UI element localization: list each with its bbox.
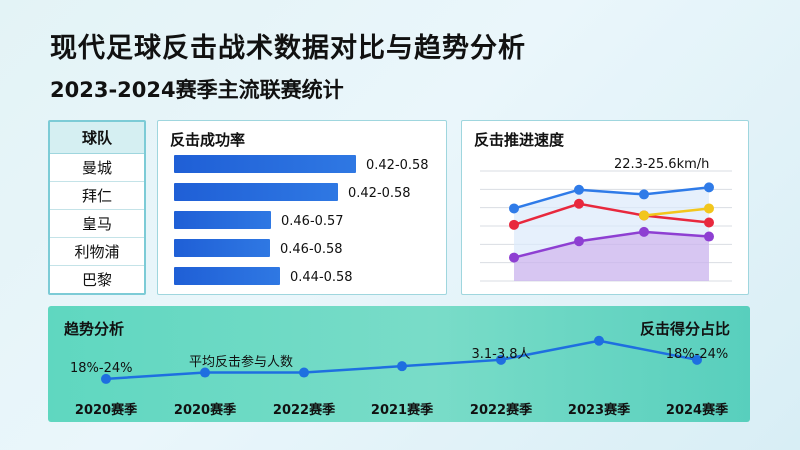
success-bar xyxy=(174,211,271,229)
trend-point xyxy=(594,335,604,346)
speed-series-line xyxy=(513,230,710,259)
trend-point xyxy=(397,361,407,372)
speed-band xyxy=(514,187,709,258)
trend-title: 趋势分析 xyxy=(64,320,125,338)
trend-panel: 趋势分析 反击得分占比 2020赛季 2020赛季 2022赛季 2021赛季 2022… xyxy=(48,306,750,422)
success-bar-label: 0.46-0.57 xyxy=(281,214,344,229)
trend-point xyxy=(200,367,210,378)
speed-area xyxy=(514,231,709,281)
trend-x-label: 2020赛季 xyxy=(75,402,137,418)
success-rate-title: 反击成功率 xyxy=(170,131,246,149)
speed-point xyxy=(509,252,519,263)
trend-right-title: 反击得分占比 xyxy=(639,320,730,338)
speed-point xyxy=(704,203,714,214)
trend-x-label: 2020赛季 xyxy=(174,402,236,418)
team-row: 拜仁 xyxy=(50,182,144,210)
success-rate-panel: 反击成功率 0.42-0.58 0.42-0.58 0.46-0.57 0.46-0.… xyxy=(157,120,447,295)
speed-point xyxy=(704,231,714,242)
team-table-header: 球队 xyxy=(50,122,144,154)
success-bar-label: 0.42-0.58 xyxy=(366,158,429,173)
success-bar xyxy=(174,267,280,285)
trend-x-label: 2022赛季 xyxy=(470,402,532,418)
speed-point xyxy=(509,203,519,214)
trend-x-label: 2024赛季 xyxy=(666,402,728,418)
success-bar xyxy=(174,239,270,257)
trend-point xyxy=(101,373,111,384)
speed-point xyxy=(639,210,649,221)
speed-point xyxy=(639,189,649,200)
speed-title: 反击推进速度 xyxy=(474,131,565,149)
trend-x-label: 2021赛季 xyxy=(371,402,433,418)
trend-annotation: 平均反击参与人数 xyxy=(189,354,293,370)
speed-point xyxy=(704,217,714,228)
speed-series-line xyxy=(643,207,710,217)
speed-point xyxy=(509,219,519,230)
trend-x-label: 2022赛季 xyxy=(273,402,335,418)
success-bar xyxy=(174,183,338,201)
speed-point xyxy=(574,198,584,209)
speed-chart: 22.3-25.6km/h xyxy=(480,157,732,282)
trend-chart: 2020赛季 2020赛季 2022赛季 2021赛季 2022赛季 2023赛季 2024… xyxy=(70,335,728,418)
team-row: 曼城 xyxy=(50,154,144,182)
speed-point xyxy=(574,236,584,247)
success-rate-chart: 0.42-0.58 0.42-0.58 0.46-0.57 0.46-0.58 0.44… xyxy=(174,155,429,285)
speed-annotation: 22.3-25.6km/h xyxy=(614,157,709,172)
speed-series-line xyxy=(513,202,710,227)
trend-annotation: 18%-24% xyxy=(666,347,728,362)
page-title: 现代足球反击战术数据对比与趋势分析 xyxy=(50,33,526,64)
team-row: 皇马 xyxy=(50,210,144,238)
trend-point xyxy=(692,354,702,365)
page-subtitle: 2023-2024赛季主流联赛统计 xyxy=(50,78,344,102)
speed-panel: 反击推进速度 22.3-25.6km/h xyxy=(461,120,749,295)
team-row: 利物浦 xyxy=(50,238,144,266)
trend-annotation: 18%-24% xyxy=(70,361,132,376)
trend-x-label: 2023赛季 xyxy=(568,402,630,418)
trend-point xyxy=(299,367,309,378)
success-bar-label: 0.42-0.58 xyxy=(348,186,411,201)
trend-point xyxy=(496,354,506,365)
speed-point xyxy=(639,226,649,237)
speed-point xyxy=(704,182,714,193)
trend-annotation: 3.1-3.8人 xyxy=(471,347,530,362)
success-bar-label: 0.44-0.58 xyxy=(290,270,353,285)
speed-point xyxy=(574,184,584,195)
success-bar-label: 0.46-0.58 xyxy=(280,242,343,257)
speed-series-line xyxy=(513,186,710,210)
team-row: 巴黎 xyxy=(81,271,112,289)
success-bar xyxy=(174,155,356,173)
team-table: 球队 曼城 拜仁 皇马 利物浦 巴黎 xyxy=(48,120,146,295)
